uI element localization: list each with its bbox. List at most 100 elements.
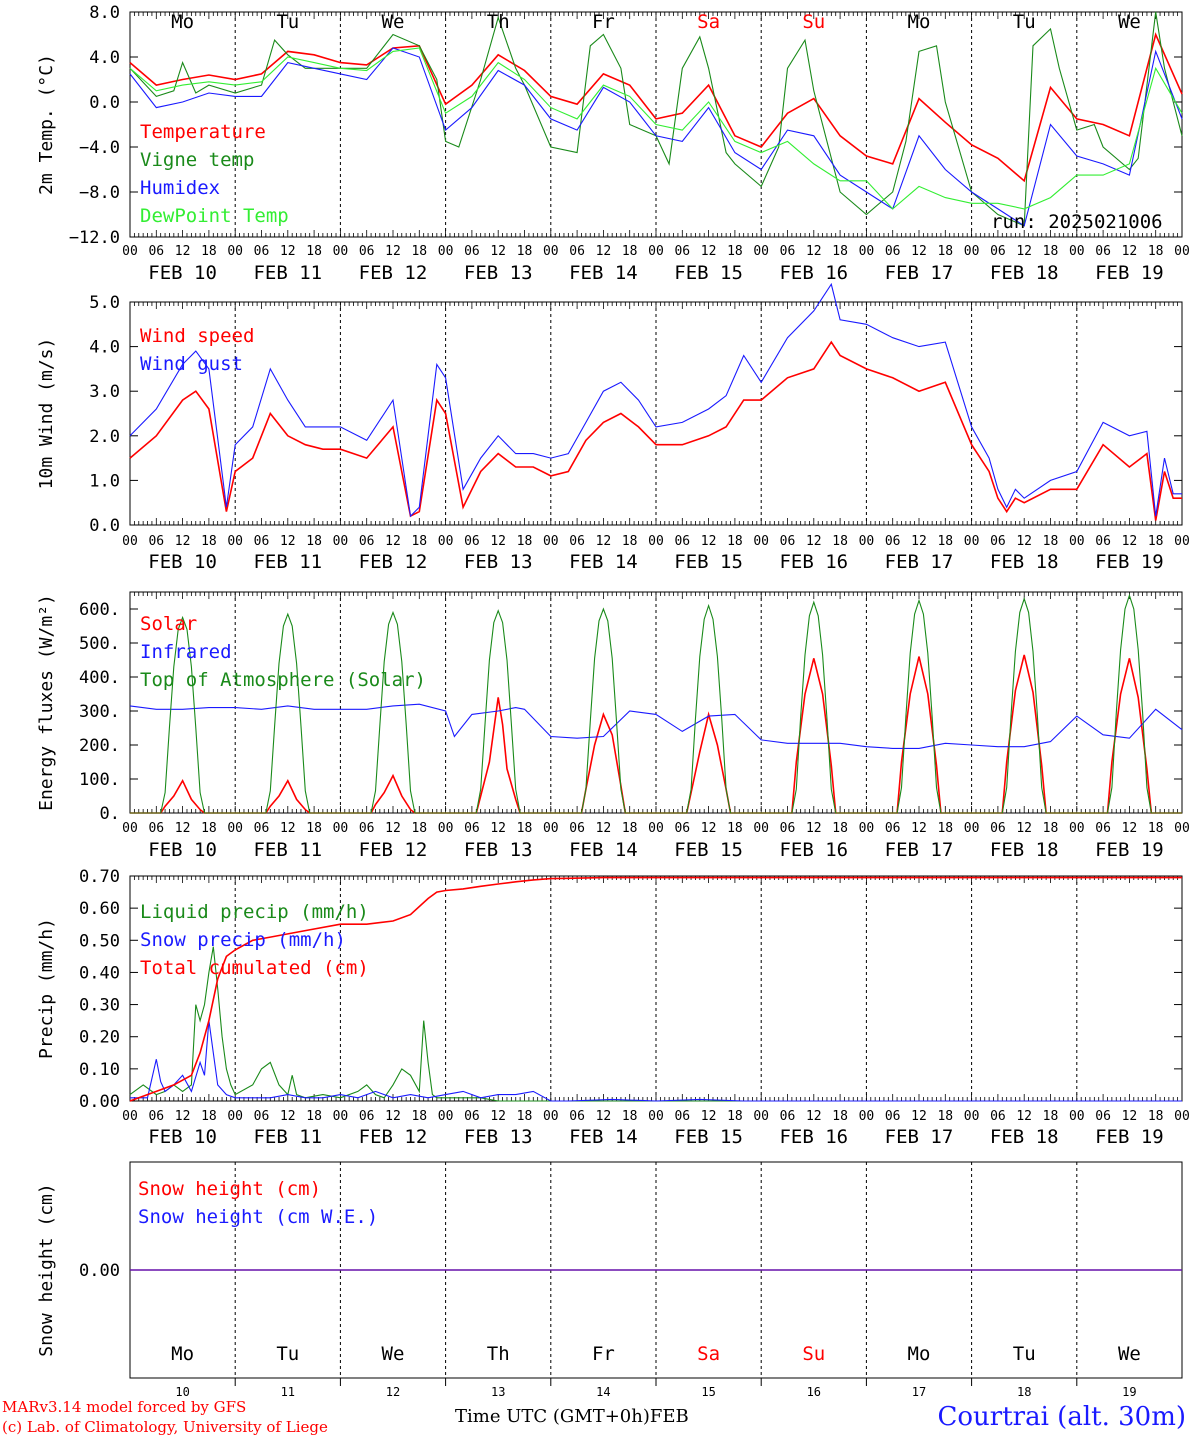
hour-tick-label: 00 bbox=[333, 534, 349, 549]
date-label: FEB 18 bbox=[990, 262, 1059, 284]
y-tick-label: 500. bbox=[79, 634, 120, 654]
hour-tick-label: 06 bbox=[569, 534, 585, 549]
y-tick-label: 1.0 bbox=[89, 471, 120, 491]
y-tick-label: −12.0 bbox=[69, 228, 120, 248]
hour-tick-label: 12 bbox=[911, 244, 927, 259]
legend-entry: Snow precip (mm/h) bbox=[140, 929, 346, 951]
hour-tick-label: 12 bbox=[1016, 244, 1032, 259]
hour-tick-label: 06 bbox=[674, 821, 690, 836]
hour-tick-label: 12 bbox=[175, 534, 191, 549]
hour-tick-label: 06 bbox=[148, 534, 164, 549]
day-number-label: 12 bbox=[386, 1385, 400, 1399]
hour-tick-label: 06 bbox=[464, 244, 480, 259]
weekday-label: Mo bbox=[171, 1343, 194, 1365]
hour-tick-label: 06 bbox=[1095, 1109, 1111, 1124]
date-label: FEB 17 bbox=[885, 551, 954, 573]
legend-entry: Snow height (cm) bbox=[138, 1178, 321, 1200]
hour-tick-label: 12 bbox=[1016, 821, 1032, 836]
y-tick-label: 4.0 bbox=[89, 48, 120, 68]
hour-tick-label: 06 bbox=[569, 244, 585, 259]
y-tick-label: 0.30 bbox=[79, 996, 120, 1016]
date-label: FEB 10 bbox=[148, 262, 217, 284]
hour-tick-label: 12 bbox=[806, 1109, 822, 1124]
day-number-label: 13 bbox=[491, 1385, 505, 1399]
weekday-label: Tu bbox=[276, 11, 299, 33]
hour-tick-label: 12 bbox=[280, 1109, 296, 1124]
series-line bbox=[129, 340, 1182, 521]
hour-tick-label: 12 bbox=[1122, 244, 1138, 259]
series-line bbox=[130, 1020, 1182, 1102]
hour-tick-label: 06 bbox=[148, 1109, 164, 1124]
weekday-label: We bbox=[1118, 11, 1141, 33]
hour-tick-label: 18 bbox=[622, 821, 638, 836]
hour-tick-label: 00 bbox=[964, 1109, 980, 1124]
hour-tick-label: 18 bbox=[517, 244, 533, 259]
y-axis-label: Precip (mm/h) bbox=[36, 918, 57, 1059]
precip-panel: 0.70 0.60 0.50 0.40 0.30 0.20 0.10 0.00 Precip (… bbox=[36, 867, 1190, 1148]
hour-tick-label: 00 bbox=[964, 534, 980, 549]
hour-tick-label: 00 bbox=[543, 534, 559, 549]
date-label: FEB 16 bbox=[779, 551, 848, 573]
time-axis-label: Time UTC (GMT+0h)FEB bbox=[455, 1406, 689, 1427]
hour-tick-label: 12 bbox=[911, 534, 927, 549]
hour-tick-label: 18 bbox=[937, 1109, 953, 1124]
hour-tick-label: 12 bbox=[701, 821, 717, 836]
hour-tick-label: 18 bbox=[201, 244, 217, 259]
hour-tick-label: 12 bbox=[701, 244, 717, 259]
series-line bbox=[129, 11, 1183, 227]
y-tick-label: 200. bbox=[79, 736, 120, 756]
hour-tick-label: 12 bbox=[806, 244, 822, 259]
run-label: run: 2025021006 bbox=[991, 211, 1163, 233]
hour-tick-label: 18 bbox=[622, 534, 638, 549]
hour-tick-label: 00 bbox=[964, 821, 980, 836]
hour-tick-label: 00 bbox=[753, 244, 769, 259]
date-label: FEB 14 bbox=[569, 551, 638, 573]
hour-tick-label: 00 bbox=[648, 821, 664, 836]
y-tick-label: 0. bbox=[100, 804, 120, 824]
hour-tick-label: 06 bbox=[464, 534, 480, 549]
day-number-label: 16 bbox=[807, 1385, 821, 1399]
hour-tick-label: 12 bbox=[490, 244, 506, 259]
y-tick-label: 2.0 bbox=[89, 427, 120, 447]
hour-tick-label: 12 bbox=[280, 534, 296, 549]
hour-tick-label: 18 bbox=[517, 1109, 533, 1124]
hour-tick-label: 00 bbox=[859, 534, 875, 549]
hour-tick-label: 06 bbox=[569, 821, 585, 836]
hour-tick-label: 12 bbox=[280, 821, 296, 836]
date-label: FEB 15 bbox=[674, 839, 743, 861]
hour-tick-label: 00 bbox=[122, 244, 138, 259]
hour-tick-label: 06 bbox=[254, 244, 270, 259]
hour-tick-label: 18 bbox=[727, 1109, 743, 1124]
hour-tick-label: 06 bbox=[885, 821, 901, 836]
hour-tick-label: 12 bbox=[701, 1109, 717, 1124]
snow-height-panel: 0.00 Snow height (cm) Snow height (cm) Snow… bbox=[36, 1161, 1183, 1399]
hour-tick-label: 00 bbox=[648, 244, 664, 259]
hour-tick-label: 18 bbox=[727, 244, 743, 259]
hour-tick-label: 00 bbox=[1174, 1109, 1190, 1124]
hour-tick-label: 06 bbox=[464, 821, 480, 836]
legend-entry: Wind gust bbox=[140, 353, 243, 375]
hour-tick-label: 06 bbox=[885, 534, 901, 549]
hour-tick-label: 06 bbox=[990, 821, 1006, 836]
hour-tick-label: 18 bbox=[1043, 244, 1059, 259]
hour-tick-label: 18 bbox=[727, 821, 743, 836]
hour-tick-label: 12 bbox=[911, 1109, 927, 1124]
weekday-label: We bbox=[1118, 1343, 1141, 1365]
series-line bbox=[129, 47, 1183, 227]
y-tick-label: −8.0 bbox=[79, 183, 120, 203]
hour-tick-label: 06 bbox=[359, 821, 375, 836]
weekday-label: Mo bbox=[908, 1343, 931, 1365]
hour-tick-label: 00 bbox=[333, 821, 349, 836]
date-label: FEB 10 bbox=[148, 551, 217, 573]
hour-tick-label: 18 bbox=[1148, 821, 1164, 836]
date-label: FEB 18 bbox=[990, 839, 1059, 861]
day-number-label: 15 bbox=[701, 1385, 715, 1399]
date-label: FEB 19 bbox=[1095, 551, 1164, 573]
date-label: FEB 10 bbox=[148, 839, 217, 861]
hour-tick-label: 06 bbox=[780, 1109, 796, 1124]
hour-tick-label: 12 bbox=[1122, 821, 1138, 836]
legend-entry: DewPoint Temp bbox=[140, 205, 289, 227]
hour-tick-label: 12 bbox=[911, 821, 927, 836]
hour-tick-label: 06 bbox=[569, 1109, 585, 1124]
legend-entry: Liquid precip (mm/h) bbox=[140, 901, 369, 923]
